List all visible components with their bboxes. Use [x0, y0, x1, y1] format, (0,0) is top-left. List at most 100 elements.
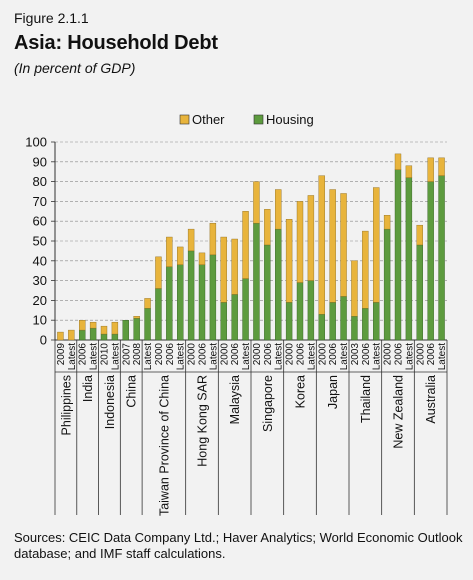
- bar-housing: [264, 244, 271, 341]
- bar-other: [329, 189, 336, 303]
- x-period-label: 2000: [154, 343, 165, 366]
- bar-other: [307, 195, 315, 281]
- bar-other: [198, 252, 206, 265]
- y-tick-label: 70: [33, 194, 47, 209]
- bar-housing: [166, 266, 173, 341]
- bar-housing: [373, 302, 380, 341]
- bar-other: [340, 193, 347, 297]
- x-period-label: Latest: [372, 343, 383, 370]
- y-tick-label: 20: [33, 293, 47, 308]
- bar-housing: [438, 175, 445, 341]
- x-period-label: 2000: [415, 343, 426, 366]
- x-period-label: 2000: [187, 343, 198, 366]
- bar-other: [242, 211, 249, 279]
- x-period-label: Latest: [339, 343, 350, 370]
- x-period-label: 2006: [394, 343, 405, 366]
- x-period-label: Latest: [143, 343, 154, 370]
- bar-housing: [133, 318, 140, 341]
- x-period-label: Latest: [274, 343, 285, 370]
- sources-note: Sources: CEIC Data Company Ltd.; Haver A…: [14, 530, 463, 561]
- bar-housing: [275, 228, 282, 341]
- legend-label-other: Other: [192, 112, 225, 127]
- x-group-label: Indonesia: [103, 375, 117, 429]
- bar-housing: [351, 316, 358, 341]
- bar-housing: [253, 222, 260, 341]
- bar-other: [383, 215, 391, 230]
- x-period-label: 2007: [121, 343, 132, 366]
- bar-housing: [296, 282, 304, 341]
- bar-housing: [177, 264, 184, 341]
- x-period-label: 2000: [285, 343, 296, 366]
- x-period-label: 2006: [165, 343, 176, 366]
- x-period-label: 2000: [317, 343, 328, 366]
- x-period-label: Latest: [110, 343, 121, 370]
- y-tick-label: 100: [25, 135, 47, 150]
- bar-other: [416, 224, 423, 246]
- bar-other: [253, 181, 260, 224]
- bar-housing: [405, 177, 413, 341]
- figure-label: Figure 2.1.1: [14, 10, 89, 26]
- x-period-label: 2006: [78, 343, 89, 366]
- bar-housing: [427, 181, 434, 341]
- bar-other: [187, 228, 195, 252]
- bar-housing: [242, 278, 249, 341]
- bar-other: [68, 329, 75, 341]
- x-period-label: Latest: [241, 343, 252, 370]
- x-period-label: 2006: [230, 343, 241, 366]
- bar-other: [166, 236, 173, 267]
- bar-other: [427, 157, 434, 182]
- x-group-label: Thailand: [359, 375, 373, 423]
- bar-housing: [416, 244, 423, 341]
- legend-swatch-housing: [253, 114, 264, 125]
- y-tick-label: 0: [40, 333, 47, 348]
- figure-title: Asia: Household Debt: [14, 32, 218, 54]
- bar-other: [231, 238, 238, 295]
- bar-other: [209, 222, 217, 256]
- x-group-label: Malaysia: [228, 375, 242, 424]
- bar-other: [264, 209, 271, 246]
- bar-other: [155, 256, 162, 289]
- x-period-label: 2006: [198, 343, 209, 366]
- bar-housing: [100, 333, 108, 341]
- y-tick-label: 10: [33, 313, 47, 328]
- x-group-label: Taiwan Province of China: [157, 375, 171, 516]
- x-period-label: Latest: [67, 343, 78, 370]
- x-period-label: Latest: [437, 343, 448, 370]
- bar-housing: [307, 280, 315, 341]
- legend-swatch-other: [179, 114, 190, 125]
- x-period-label: 2000: [383, 343, 394, 366]
- x-group-label: Hong Kong SAR: [196, 375, 210, 467]
- bar-other: [351, 260, 358, 317]
- bar-housing: [209, 254, 217, 341]
- bar-housing: [318, 314, 325, 341]
- y-tick-label: 50: [33, 234, 47, 249]
- x-period-label: 2000: [252, 343, 263, 366]
- x-group-label: India: [81, 375, 95, 402]
- x-period-label: 2006: [263, 343, 274, 366]
- bar-other: [144, 298, 151, 309]
- x-period-label: Latest: [306, 343, 317, 370]
- x-period-label: 2006: [328, 343, 339, 366]
- bar-housing: [285, 302, 293, 341]
- x-group-label: Singapore: [261, 375, 275, 432]
- bar-other: [220, 236, 227, 303]
- x-period-label: 2006: [426, 343, 437, 366]
- bar-housing: [155, 288, 162, 341]
- x-group-label: Korea: [294, 375, 308, 408]
- x-group-label: Australia: [424, 375, 438, 424]
- y-tick-label: 30: [33, 273, 47, 288]
- x-period-label: 2006: [296, 343, 307, 366]
- x-period-label: Latest: [404, 343, 415, 370]
- x-period-label: 2008: [132, 343, 143, 366]
- bar-housing: [198, 264, 206, 341]
- x-period-label: 2003: [350, 343, 361, 366]
- bar-housing: [122, 319, 129, 341]
- bar-housing: [231, 294, 238, 341]
- x-group-label: Japan: [326, 375, 340, 409]
- bar-other: [79, 319, 86, 331]
- bar-other: [133, 316, 140, 319]
- x-period-label: Latest: [208, 343, 219, 370]
- bar-other: [275, 189, 282, 230]
- bar-other: [438, 157, 445, 176]
- bar-housing: [383, 228, 391, 341]
